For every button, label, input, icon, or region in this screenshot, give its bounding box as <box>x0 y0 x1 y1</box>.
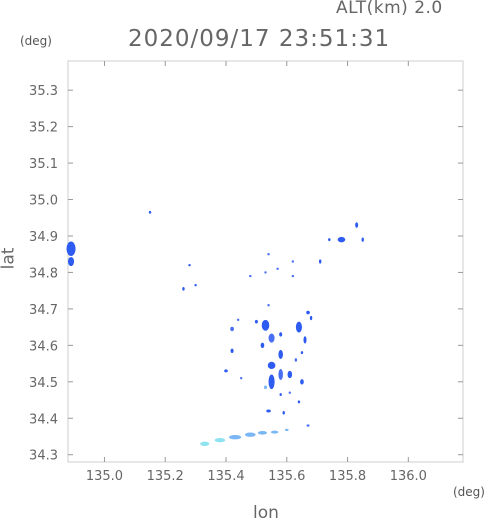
echo-point <box>267 253 270 256</box>
echo-point <box>148 210 152 214</box>
echo-point <box>288 391 292 394</box>
altitude-label: ALT(km) 2.0 <box>336 0 443 18</box>
echo-point <box>230 348 234 354</box>
timestamp: 2020/09/17 23:51:31 <box>128 26 391 52</box>
echo-point <box>270 430 279 434</box>
x-tick-label: 135.2 <box>147 469 184 484</box>
echo-point <box>266 409 271 413</box>
y-axis-unit: (deg) <box>20 34 52 48</box>
echo-point <box>337 236 346 243</box>
echo-point <box>287 370 293 379</box>
echo-point <box>263 385 268 390</box>
echo-point <box>303 336 307 344</box>
echo-point <box>276 267 279 270</box>
echo-point <box>214 437 226 443</box>
echo-point <box>194 283 197 287</box>
x-tick-label: 135.0 <box>86 469 123 484</box>
echo-point <box>260 342 265 349</box>
echo-point <box>267 304 270 307</box>
echo-point <box>300 379 304 385</box>
y-tick-label: 35.2 <box>29 121 58 136</box>
echo-point <box>239 376 243 380</box>
echo-point <box>295 321 302 333</box>
echo-point <box>328 238 331 242</box>
echo-point <box>300 351 304 355</box>
x-axis-label: lon <box>253 503 279 523</box>
echo-point <box>361 237 364 242</box>
plot-frame <box>67 60 464 463</box>
echo-point <box>264 271 267 274</box>
echo-point <box>291 260 295 263</box>
echo-point <box>244 432 256 437</box>
y-tick-label: 34.3 <box>29 449 58 464</box>
echo-point <box>267 361 276 370</box>
y-tick-label: 34.8 <box>29 266 58 281</box>
x-axis-unit: (deg) <box>453 485 485 499</box>
x-tick-label: 135.6 <box>268 469 305 484</box>
echo-point <box>297 400 301 404</box>
echo-point <box>254 319 258 324</box>
echo-point <box>224 369 228 373</box>
echo-point <box>230 326 234 332</box>
echo-point <box>257 431 268 435</box>
x-tick-label: 135.8 <box>329 469 366 484</box>
y-axis-ticks: 34.3 34.4 34.5 34.6 34.7 34.8 34.9 35.0 35.1 35.2… <box>29 84 463 464</box>
x-tick-label: 135.4 <box>207 469 244 484</box>
echo-point <box>188 263 191 267</box>
echo-point <box>261 319 270 331</box>
echo-point <box>279 393 282 397</box>
echo-point <box>306 310 310 315</box>
y-tick-label: 35.3 <box>29 84 58 99</box>
y-tick-label: 35.1 <box>29 157 58 172</box>
echo-point <box>278 369 283 380</box>
echo-point <box>291 274 295 278</box>
y-tick-label: 34.5 <box>29 376 58 391</box>
echo-point <box>279 332 283 337</box>
echo-point <box>282 410 285 415</box>
echo-point <box>268 333 275 343</box>
echo-point <box>66 241 76 257</box>
echo-point <box>229 435 242 440</box>
y-tick-label: 34.6 <box>29 339 58 354</box>
echo-point <box>318 259 322 264</box>
x-tick-label: 136.0 <box>390 469 427 484</box>
y-tick-label: 34.4 <box>29 412 58 427</box>
echo-point <box>249 274 252 278</box>
echo-point <box>236 318 240 322</box>
echo-point <box>294 358 298 362</box>
y-tick-label: 34.9 <box>29 230 58 245</box>
echo-point <box>284 428 289 432</box>
echo-point <box>200 441 210 446</box>
echo-point <box>182 287 185 291</box>
echo-point <box>278 349 283 360</box>
y-tick-label: 35.0 <box>29 194 58 209</box>
x-axis-ticks: 135.0 135.2 135.4 135.6 135.8 136.0 <box>86 61 427 484</box>
echo-point <box>68 256 75 267</box>
echo-point <box>309 315 313 321</box>
echo-point <box>306 424 310 427</box>
echo-point <box>355 222 359 228</box>
radar-echoes <box>66 210 364 446</box>
echo-point <box>268 374 275 390</box>
y-tick-label: 34.7 <box>29 303 58 318</box>
